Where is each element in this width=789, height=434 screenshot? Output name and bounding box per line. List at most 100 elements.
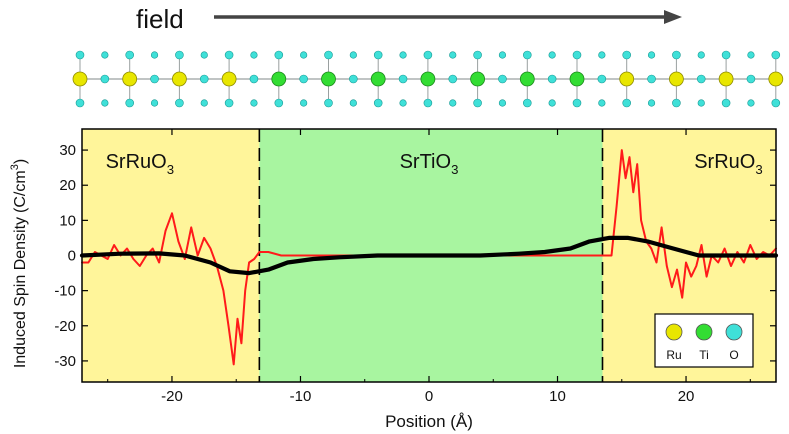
oxygen-atom-corner bbox=[349, 51, 357, 59]
ruthenium-atom bbox=[171, 71, 187, 87]
oxygen-atom-corner bbox=[399, 51, 407, 59]
oxygen-atom-bottom bbox=[622, 98, 632, 108]
ruthenium-atom bbox=[221, 71, 237, 87]
oxygen-atom-bottom bbox=[175, 98, 184, 108]
region-label-subscript: 3 bbox=[451, 162, 458, 177]
oxygen-atom-corner bbox=[449, 51, 457, 59]
y-axis-label-units: (C/cm bbox=[12, 170, 29, 213]
oxygen-atom-corner bbox=[697, 51, 705, 59]
oxygen-atom-top bbox=[224, 50, 234, 60]
ruthenium-atom bbox=[718, 71, 734, 87]
y-tick-label: -20 bbox=[54, 318, 76, 335]
oxygen-atom-corner bbox=[250, 51, 258, 59]
legend-label: Ti bbox=[699, 348, 709, 362]
oxygen-atom-bottom bbox=[324, 98, 333, 108]
ruthenium-atom bbox=[768, 71, 784, 87]
oxygen-atom-bridge bbox=[199, 74, 209, 84]
titanium-atom bbox=[420, 71, 436, 87]
oxygen-atom-bottom bbox=[423, 98, 433, 108]
region-label-subscript: 3 bbox=[167, 162, 174, 177]
ruthenium-atom bbox=[72, 71, 88, 87]
oxygen-atom-bottom bbox=[125, 98, 134, 108]
legend-swatch-ru bbox=[665, 323, 683, 341]
oxygen-atom-bottom bbox=[274, 98, 284, 108]
field-header: field bbox=[136, 4, 682, 34]
oxygen-atom-top bbox=[522, 50, 532, 60]
oxygen-atom-bottom bbox=[473, 98, 482, 108]
oxygen-atom-bridge bbox=[448, 74, 458, 84]
oxygen-atom-top bbox=[473, 50, 482, 60]
oxygen-atom-top bbox=[622, 50, 632, 60]
oxygen-atom-corner bbox=[200, 99, 208, 107]
oxygen-atom-corner bbox=[747, 51, 755, 59]
oxygen-atom-bridge bbox=[597, 74, 607, 84]
oxygen-atom-top bbox=[721, 50, 731, 60]
oxygen-atom-bridge bbox=[547, 74, 557, 84]
region-label-main: SrRuO bbox=[694, 151, 755, 173]
oxygen-atom-bottom bbox=[224, 98, 234, 108]
legend-box bbox=[654, 313, 754, 368]
y-tick-label: 30 bbox=[59, 142, 76, 159]
field-arrow-head bbox=[664, 10, 682, 24]
oxygen-atom-corner bbox=[548, 99, 556, 107]
oxygen-atom-top bbox=[672, 50, 681, 60]
field-label: field bbox=[136, 4, 184, 34]
oxygen-atom-corner bbox=[647, 99, 656, 107]
oxygen-atom-top bbox=[373, 50, 383, 60]
titanium-atom bbox=[470, 71, 486, 87]
series-line-smooth bbox=[79, 235, 779, 276]
oxygen-atom-corner bbox=[548, 51, 556, 59]
oxygen-atom-bottom bbox=[771, 98, 781, 108]
region-label-main: SrRuO bbox=[106, 151, 167, 173]
oxygen-atom-corner bbox=[300, 51, 308, 59]
x-tick-label: 0 bbox=[425, 388, 433, 405]
oxygen-atom-top bbox=[274, 50, 284, 60]
y-tick-label: 10 bbox=[59, 212, 76, 229]
oxygen-atom-top bbox=[75, 50, 85, 60]
x-tick-label: 20 bbox=[678, 388, 695, 405]
oxygen-atom-corner bbox=[250, 99, 258, 107]
oxygen-atom-corner bbox=[747, 99, 755, 107]
y-tick-label: 0 bbox=[68, 248, 76, 265]
oxygen-atom-bottom bbox=[373, 98, 383, 108]
y-axis-label: Induced Spin Density (C/cm3) bbox=[9, 159, 29, 368]
titanium-atom bbox=[519, 71, 535, 87]
x-axis-label: Position (Å) bbox=[385, 412, 473, 431]
oxygen-atom-corner bbox=[647, 51, 656, 59]
atom-legend: Ru Ti O bbox=[654, 313, 754, 368]
region-label: SrRuO3 bbox=[694, 151, 762, 177]
oxygen-atom-corner bbox=[498, 51, 507, 59]
oxygen-atom-corner bbox=[349, 99, 357, 107]
legend-swatch-ti bbox=[695, 323, 713, 341]
titanium-atom bbox=[569, 71, 585, 87]
y-axis-label-exponent: 3 bbox=[9, 164, 21, 170]
oxygen-atom-corner bbox=[449, 99, 457, 107]
oxygen-atom-bottom bbox=[721, 98, 731, 108]
region-label-subscript: 3 bbox=[755, 162, 762, 177]
plot-frame bbox=[81, 128, 777, 383]
y-axis-label-close: ) bbox=[12, 159, 29, 164]
x-tick-label: -10 bbox=[290, 388, 312, 405]
oxygen-atom-bridge bbox=[398, 74, 408, 84]
region-label: SrRuO3 bbox=[106, 151, 174, 177]
oxygen-atom-top bbox=[771, 50, 781, 60]
oxygen-atom-bottom bbox=[572, 98, 582, 108]
region-label-main: SrTiO bbox=[400, 151, 451, 173]
atom-chain bbox=[72, 50, 784, 108]
oxygen-atom-top bbox=[324, 50, 333, 60]
oxygen-atom-bottom bbox=[672, 98, 681, 108]
oxygen-atom-bridge bbox=[746, 74, 756, 84]
y-tick-label: -30 bbox=[54, 353, 76, 370]
oxygen-atom-bridge bbox=[100, 74, 110, 84]
oxygen-atom-bridge bbox=[349, 74, 358, 84]
oxygen-atom-bridge bbox=[299, 74, 308, 84]
oxygen-atom-corner bbox=[598, 51, 606, 59]
legend-label: O bbox=[729, 348, 738, 362]
oxygen-atom-corner bbox=[150, 99, 159, 107]
oxygen-atom-bottom bbox=[522, 98, 532, 108]
oxygen-atom-top bbox=[423, 50, 433, 60]
oxygen-atom-corner bbox=[598, 99, 606, 107]
x-tick-label: 10 bbox=[549, 388, 566, 405]
ruthenium-atom bbox=[122, 71, 138, 87]
